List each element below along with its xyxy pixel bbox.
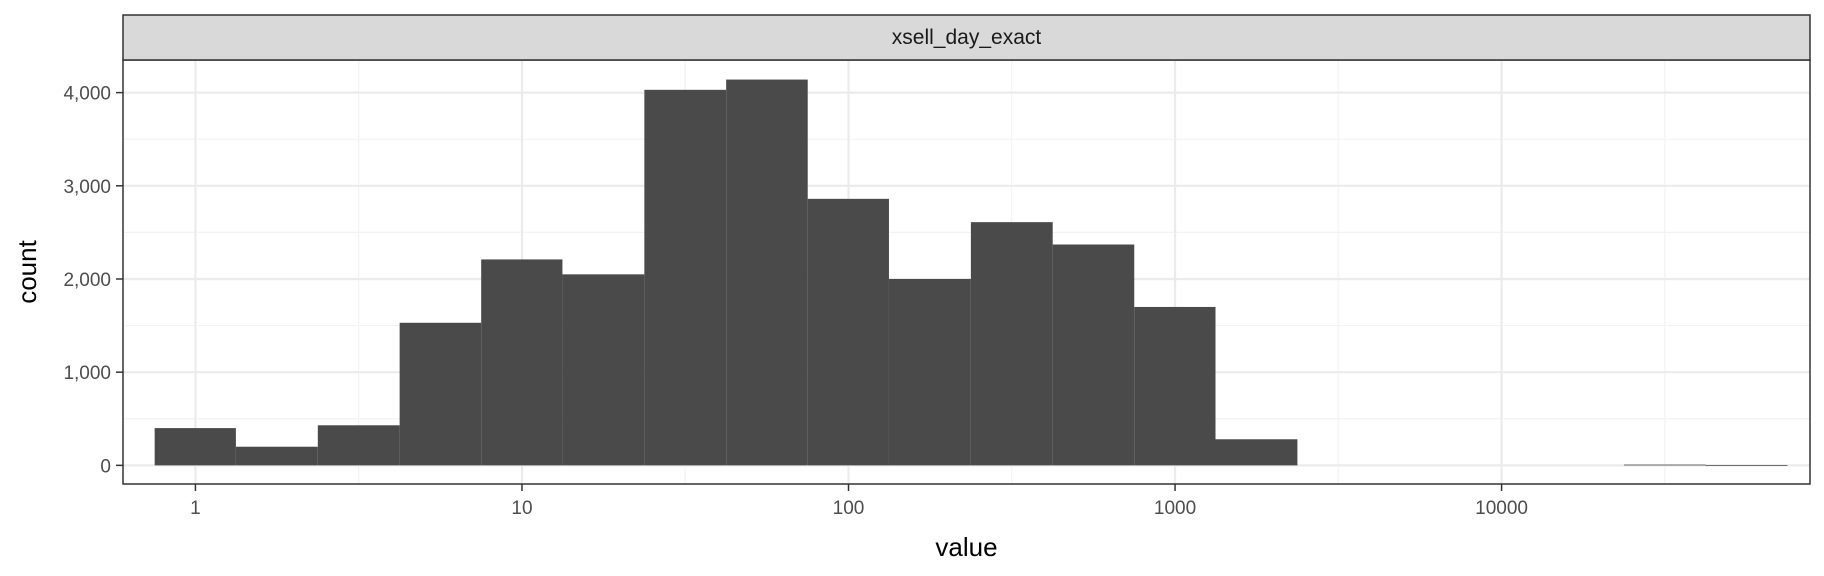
histogram-bar	[481, 259, 563, 466]
histogram-bar	[1134, 306, 1216, 466]
y-tick-label: 0	[100, 456, 111, 477]
y-tick-label: 1,000	[63, 363, 111, 384]
x-tick-label: 100	[833, 498, 865, 519]
y-axis-title: count	[12, 239, 42, 303]
histogram-bar	[807, 198, 889, 466]
histogram-bar	[154, 428, 236, 466]
y-tick-label: 4,000	[63, 84, 111, 105]
x-axis-title: value	[935, 532, 997, 562]
histogram-bar	[1623, 464, 1706, 466]
y-tick-label: 2,000	[63, 270, 111, 291]
x-tick-label: 1000	[1154, 498, 1196, 519]
x-tick-label: 10	[511, 498, 532, 519]
facet-strip: xsell_day_exact	[122, 14, 1811, 61]
facet-strip-label: xsell_day_exact	[892, 26, 1042, 49]
y-tick-label: 3,000	[63, 177, 111, 198]
x-axis: 1 10 100 1000 10000	[190, 484, 1528, 519]
histogram-bar	[644, 89, 727, 466]
histogram-bar	[1705, 464, 1788, 466]
histogram-bar	[317, 425, 400, 466]
x-tick-label: 1	[190, 498, 201, 519]
histogram-bar	[1052, 244, 1135, 466]
histogram-bars	[154, 79, 1788, 466]
y-axis: 0 1,000 2,000 3,000 4,000	[63, 84, 123, 477]
histogram-bar	[888, 278, 971, 466]
histogram-bar	[726, 79, 808, 466]
x-tick-label: 10000	[1475, 498, 1528, 519]
histogram-bar	[970, 222, 1053, 466]
histogram-bar	[1215, 439, 1298, 466]
facet-strip-background	[122, 14, 1811, 61]
histogram-bar	[235, 446, 318, 466]
histogram-bar	[562, 274, 645, 466]
histogram-bar	[399, 322, 482, 466]
